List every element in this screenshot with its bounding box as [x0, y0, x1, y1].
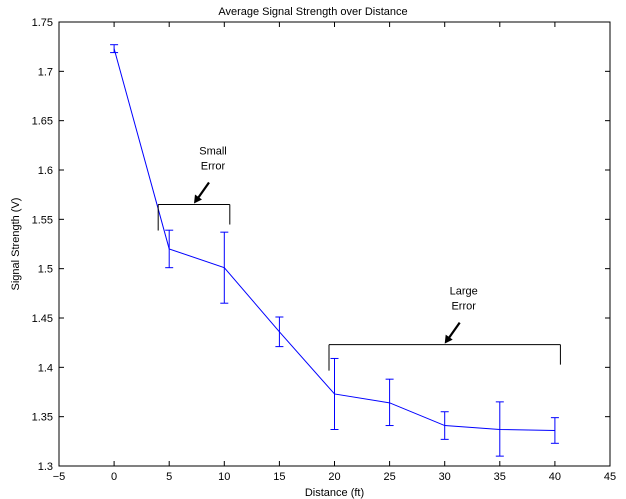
x-tick-label: 25	[383, 471, 395, 483]
y-tick-label: 1.45	[32, 313, 53, 325]
error-bar	[275, 316, 284, 348]
error-bar	[220, 231, 229, 304]
annotation-arrow	[446, 322, 461, 341]
x-tick-label: 35	[494, 471, 506, 483]
annotation-text: Large	[450, 286, 478, 298]
x-tick-label: 45	[604, 471, 616, 483]
annotation-text: Error	[451, 301, 476, 313]
y-axis-title: Signal Strength (V)	[10, 198, 22, 291]
chart-title: Average Signal Strength over Distance	[218, 6, 407, 18]
x-tick-label: 0	[111, 471, 117, 483]
annotation-arrow	[196, 181, 210, 201]
error-bar	[550, 417, 559, 444]
annotation-text: Small	[199, 146, 227, 158]
annotation: Large Error	[328, 286, 561, 371]
error-bar	[165, 229, 174, 269]
series-layer	[110, 44, 559, 457]
x-axis: −5 0 5 10 15 20 25 30 35 40 45	[53, 22, 616, 483]
x-tick-label: 40	[549, 471, 561, 483]
x-tick-label: −5	[53, 471, 66, 483]
x-tick-label: 5	[166, 471, 172, 483]
y-tick-label: 1.3	[38, 461, 53, 473]
x-tick-label: 30	[439, 471, 451, 483]
x-tick-label: 10	[218, 471, 230, 483]
x-tick-label: 15	[273, 471, 285, 483]
x-axis-title: Distance (ft)	[305, 487, 364, 499]
y-tick-label: 1.35	[32, 412, 53, 424]
y-tick-label: 1.65	[32, 116, 53, 128]
y-axis: 1.3 1.35 1.4 1.45 1.5 1.55 1.6 1.65 1.7 1.75	[32, 17, 610, 473]
y-tick-label: 1.4	[38, 362, 53, 374]
x-tick-label: 20	[328, 471, 340, 483]
annotation-arrowhead	[444, 334, 453, 344]
y-tick-label: 1.7	[38, 66, 53, 78]
y-tick-label: 1.5	[38, 264, 53, 276]
y-tick-label: 1.55	[32, 214, 53, 226]
y-tick-label: 1.6	[38, 165, 53, 177]
error-bar	[110, 44, 119, 54]
annotation: Small Error	[157, 146, 231, 231]
error-bar	[440, 411, 449, 440]
annotation-arrowhead	[193, 194, 202, 204]
error-bar	[385, 378, 394, 427]
error-bar	[495, 401, 504, 457]
error-bar	[330, 357, 339, 430]
annotations: Small Error Large Error	[157, 146, 561, 371]
y-tick-label: 1.75	[32, 17, 53, 29]
annotation-text: Error	[201, 161, 226, 173]
